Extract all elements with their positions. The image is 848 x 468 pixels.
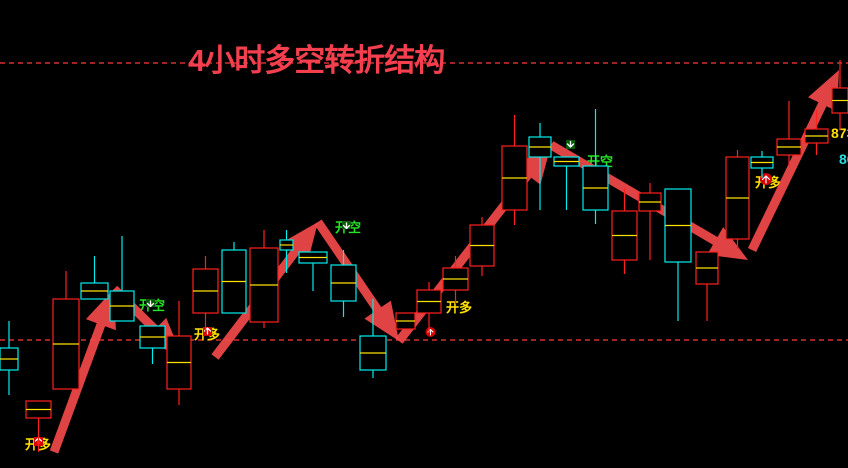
svg-text:开多: 开多 <box>446 300 472 315</box>
svg-text:86: 86 <box>839 151 848 167</box>
svg-text:4小时多空转折结构: 4小时多空转折结构 <box>188 43 444 78</box>
